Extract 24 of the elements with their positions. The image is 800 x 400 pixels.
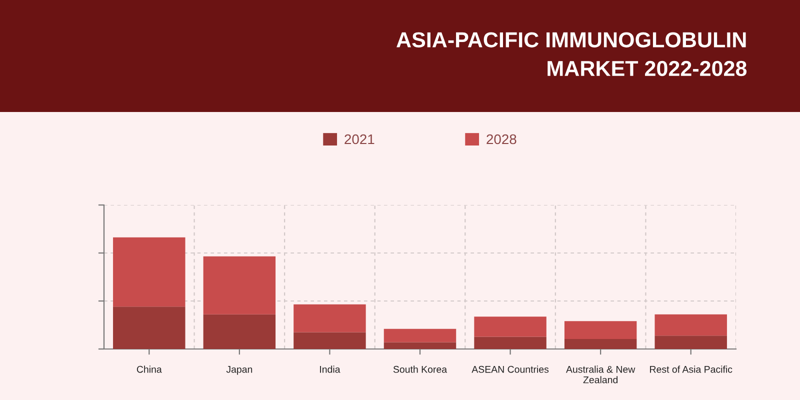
bar — [294, 304, 366, 332]
bar — [654, 336, 727, 349]
x-tick-label: South Korea — [393, 366, 448, 373]
bar — [203, 314, 276, 349]
bar — [474, 336, 546, 349]
bar — [654, 314, 727, 336]
chart-title: ASIA-PACIFIC IMMUNOGLOBULIN MARKET 2022-2028 — [396, 32, 747, 76]
bar — [113, 237, 186, 307]
x-tick-label: Japan — [226, 366, 252, 375]
bar — [294, 332, 366, 349]
x-tick-label: India — [320, 366, 340, 373]
x-tick-label: Australia & New Zealand — [566, 366, 636, 384]
x-tick-label: ASEAN Countries — [472, 366, 549, 373]
bar — [203, 256, 276, 314]
bar — [564, 338, 637, 349]
x-tick-label: China — [136, 366, 162, 373]
bar — [384, 328, 456, 342]
bar — [474, 316, 546, 337]
x-tick-label: Rest of Asia Pacific — [650, 366, 732, 373]
legend-label: 2028 — [486, 134, 516, 144]
bar — [384, 342, 456, 349]
bar — [113, 306, 186, 349]
bar — [564, 321, 637, 339]
legend-label: 2021 — [344, 134, 374, 144]
